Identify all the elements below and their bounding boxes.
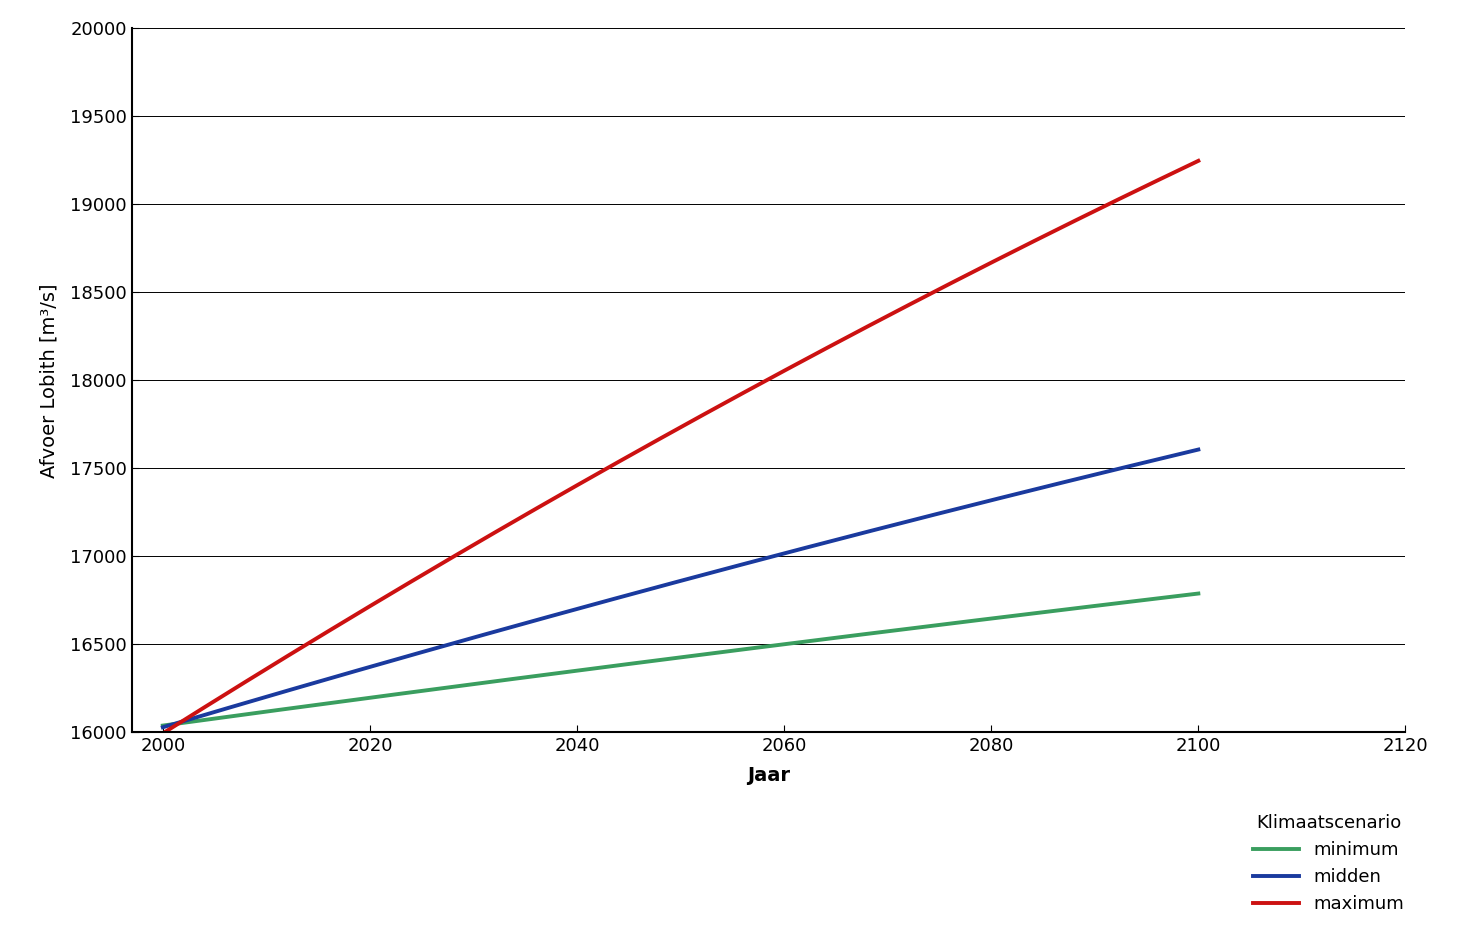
minimum — [646, 655, 663, 667]
Line: midden: midden — [163, 450, 1199, 728]
midden — [1190, 444, 1208, 455]
Line: minimum: minimum — [163, 593, 1199, 726]
maximum — [646, 436, 663, 447]
minimum — [651, 654, 669, 666]
minimum — [154, 720, 171, 731]
Y-axis label: Afvoer Lobith [m³/s]: Afvoer Lobith [m³/s] — [40, 283, 59, 478]
midden — [714, 564, 732, 576]
minimum — [1165, 591, 1183, 602]
maximum — [714, 398, 732, 409]
maximum — [1003, 247, 1020, 258]
midden — [770, 549, 788, 561]
midden — [154, 722, 171, 733]
minimum — [770, 639, 788, 651]
midden — [651, 580, 669, 592]
minimum — [1003, 610, 1020, 622]
maximum — [770, 368, 788, 379]
midden — [1165, 450, 1183, 461]
X-axis label: Jaar: Jaar — [747, 766, 791, 785]
maximum — [154, 728, 171, 739]
minimum — [714, 646, 732, 657]
Legend: minimum, midden, maximum: minimum, midden, maximum — [1246, 807, 1411, 920]
maximum — [1165, 167, 1183, 178]
midden — [646, 582, 663, 593]
maximum — [651, 433, 669, 444]
midden — [1003, 489, 1020, 500]
minimum — [1190, 588, 1208, 599]
Line: maximum: maximum — [163, 161, 1199, 733]
maximum — [1190, 155, 1208, 166]
